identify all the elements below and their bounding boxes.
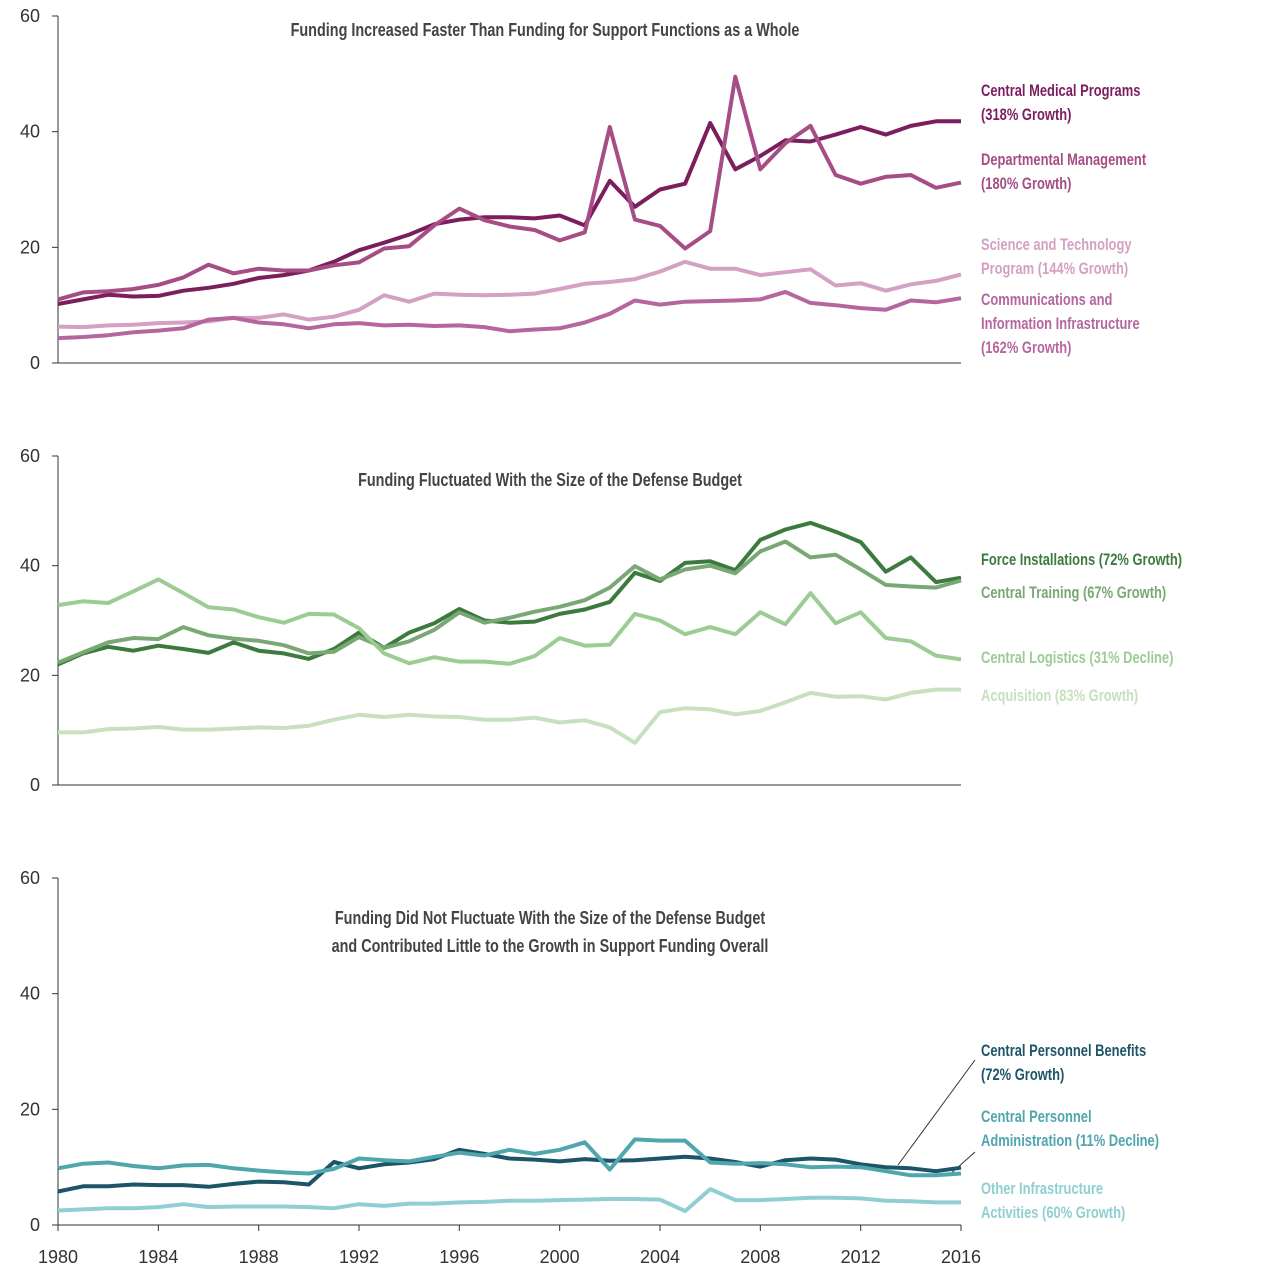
y-tick-label: 60 xyxy=(20,446,40,466)
y-tick-label: 0 xyxy=(30,775,40,795)
series-line xyxy=(57,289,962,341)
series-line xyxy=(57,1137,962,1178)
series-label: Central Logistics (31% Decline) xyxy=(981,648,1174,667)
x-tick-label: 2012 xyxy=(841,1247,881,1267)
y-tick-label: 40 xyxy=(20,984,40,1004)
x-tick-label: 1980 xyxy=(38,1247,78,1267)
series-line xyxy=(57,1147,962,1194)
x-tick-label: 2016 xyxy=(941,1247,981,1267)
series-line xyxy=(58,687,961,745)
series-label: Acquisition (83% Growth) xyxy=(981,686,1139,705)
y-tick-label: 20 xyxy=(20,237,40,257)
series-line xyxy=(57,577,962,666)
chart-title: Funding Did Not Fluctuate With the Size … xyxy=(331,908,769,956)
x-tick-label: 1984 xyxy=(138,1247,178,1267)
leader-line xyxy=(947,1151,976,1177)
series-line xyxy=(57,74,962,302)
series-label: Central Personnel Benefits (72% Growth) xyxy=(981,1041,1147,1084)
x-tick-label: 2008 xyxy=(740,1247,780,1267)
series-label: Departmental Management (180% Growth) xyxy=(981,150,1147,193)
series-label: Science and Technology Program (144% Gro… xyxy=(981,235,1132,278)
y-tick-label: 40 xyxy=(20,122,40,142)
x-tick-label: 1988 xyxy=(239,1247,279,1267)
chart-title: Funding Fluctuated With the Size of the … xyxy=(358,470,742,490)
x-tick-label: 1996 xyxy=(439,1247,479,1267)
y-tick-label: 60 xyxy=(20,868,40,888)
leader-line xyxy=(897,1059,976,1166)
series-label: Force Installations (72% Growth) xyxy=(981,550,1183,569)
y-tick-label: 20 xyxy=(20,1099,40,1119)
series-line xyxy=(57,539,962,665)
y-tick-label: 0 xyxy=(30,1215,40,1235)
y-tick-label: 20 xyxy=(20,665,40,685)
x-tick-label: 1992 xyxy=(339,1247,379,1267)
chart-title: Funding Increased Faster Than Funding fo… xyxy=(290,20,800,40)
series-label: Communications and Information Infrastru… xyxy=(981,290,1140,357)
y-tick-label: 0 xyxy=(30,353,40,373)
series-line xyxy=(57,520,962,667)
x-tick-label: 2000 xyxy=(540,1247,580,1267)
series-label: Central Personnel Administration (11% De… xyxy=(981,1107,1160,1150)
series-label: Central Training (67% Growth) xyxy=(981,583,1167,602)
y-tick-label: 40 xyxy=(20,556,40,576)
series-line xyxy=(57,1187,961,1214)
y-tick-label: 60 xyxy=(20,6,40,26)
series-label: Central Medical Programs (318% Growth) xyxy=(981,81,1141,124)
series-label: Other Infrastructure Activities (60% Gro… xyxy=(981,1179,1126,1222)
x-tick-label: 2004 xyxy=(640,1247,680,1267)
series-line xyxy=(57,119,961,306)
